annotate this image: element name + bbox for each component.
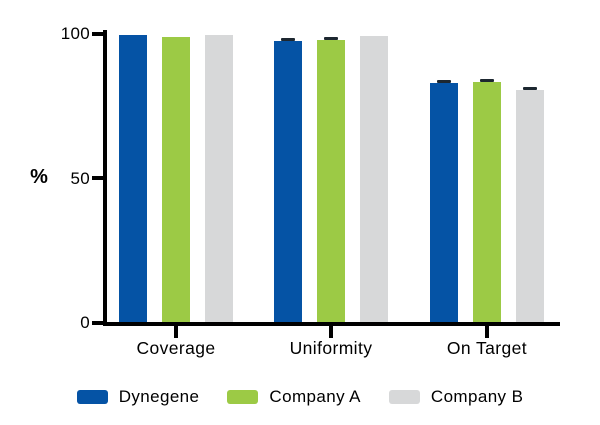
y-tick-50 xyxy=(92,176,104,180)
bar-company-a-uniformity xyxy=(317,40,345,322)
category-label-uniformity: Uniformity xyxy=(289,338,373,358)
bar-company-b-coverage xyxy=(205,35,233,322)
y-tick-0 xyxy=(92,321,104,325)
legend-label-dynegene: Dynegene xyxy=(118,387,200,406)
error-bar-cap-dynegene-uniformity xyxy=(281,37,295,41)
y-tick-100 xyxy=(92,32,104,36)
y-axis-title: % xyxy=(30,166,48,188)
bar-company-b-uniformity xyxy=(360,36,388,322)
legend: Dynegene Company A Company B xyxy=(0,386,600,408)
y-tick-label-0: 0 xyxy=(80,313,90,332)
y-tick-label-50: 50 xyxy=(70,169,90,188)
error-bar-cap-dynegene-on-target xyxy=(437,79,451,83)
legend-swatch-dynegene xyxy=(76,390,108,404)
legend-swatch-company-b xyxy=(388,390,420,404)
error-bar-cap-company-b-on-target xyxy=(523,87,537,91)
legend-swatch-company-a xyxy=(227,390,259,404)
x-tick-on-target xyxy=(485,326,489,338)
bar-company-a-on-target xyxy=(473,81,501,322)
legend-item-company-b: Company B xyxy=(388,386,524,408)
x-axis xyxy=(103,322,560,326)
bar-company-a-coverage xyxy=(162,36,190,322)
y-axis xyxy=(103,30,107,326)
legend-item-dynegene: Dynegene xyxy=(76,386,200,408)
bar-dynegene-coverage xyxy=(119,34,147,322)
y-tick-label-100: 100 xyxy=(60,24,90,43)
category-label-coverage: Coverage xyxy=(136,338,216,358)
legend-item-company-a: Company A xyxy=(227,386,360,408)
bar-dynegene-uniformity xyxy=(274,41,302,322)
error-bar-cap-company-a-on-target xyxy=(480,78,494,82)
bar-company-b-on-target xyxy=(516,90,544,322)
legend-label-company-a: Company A xyxy=(269,387,361,406)
error-bar-cap-company-a-uniformity xyxy=(324,36,338,40)
category-label-on-target: On Target xyxy=(446,338,528,358)
legend-label-company-b: Company B xyxy=(430,387,524,406)
x-tick-uniformity xyxy=(329,326,333,338)
bar-dynegene-on-target xyxy=(430,82,458,322)
x-tick-coverage xyxy=(174,326,178,338)
